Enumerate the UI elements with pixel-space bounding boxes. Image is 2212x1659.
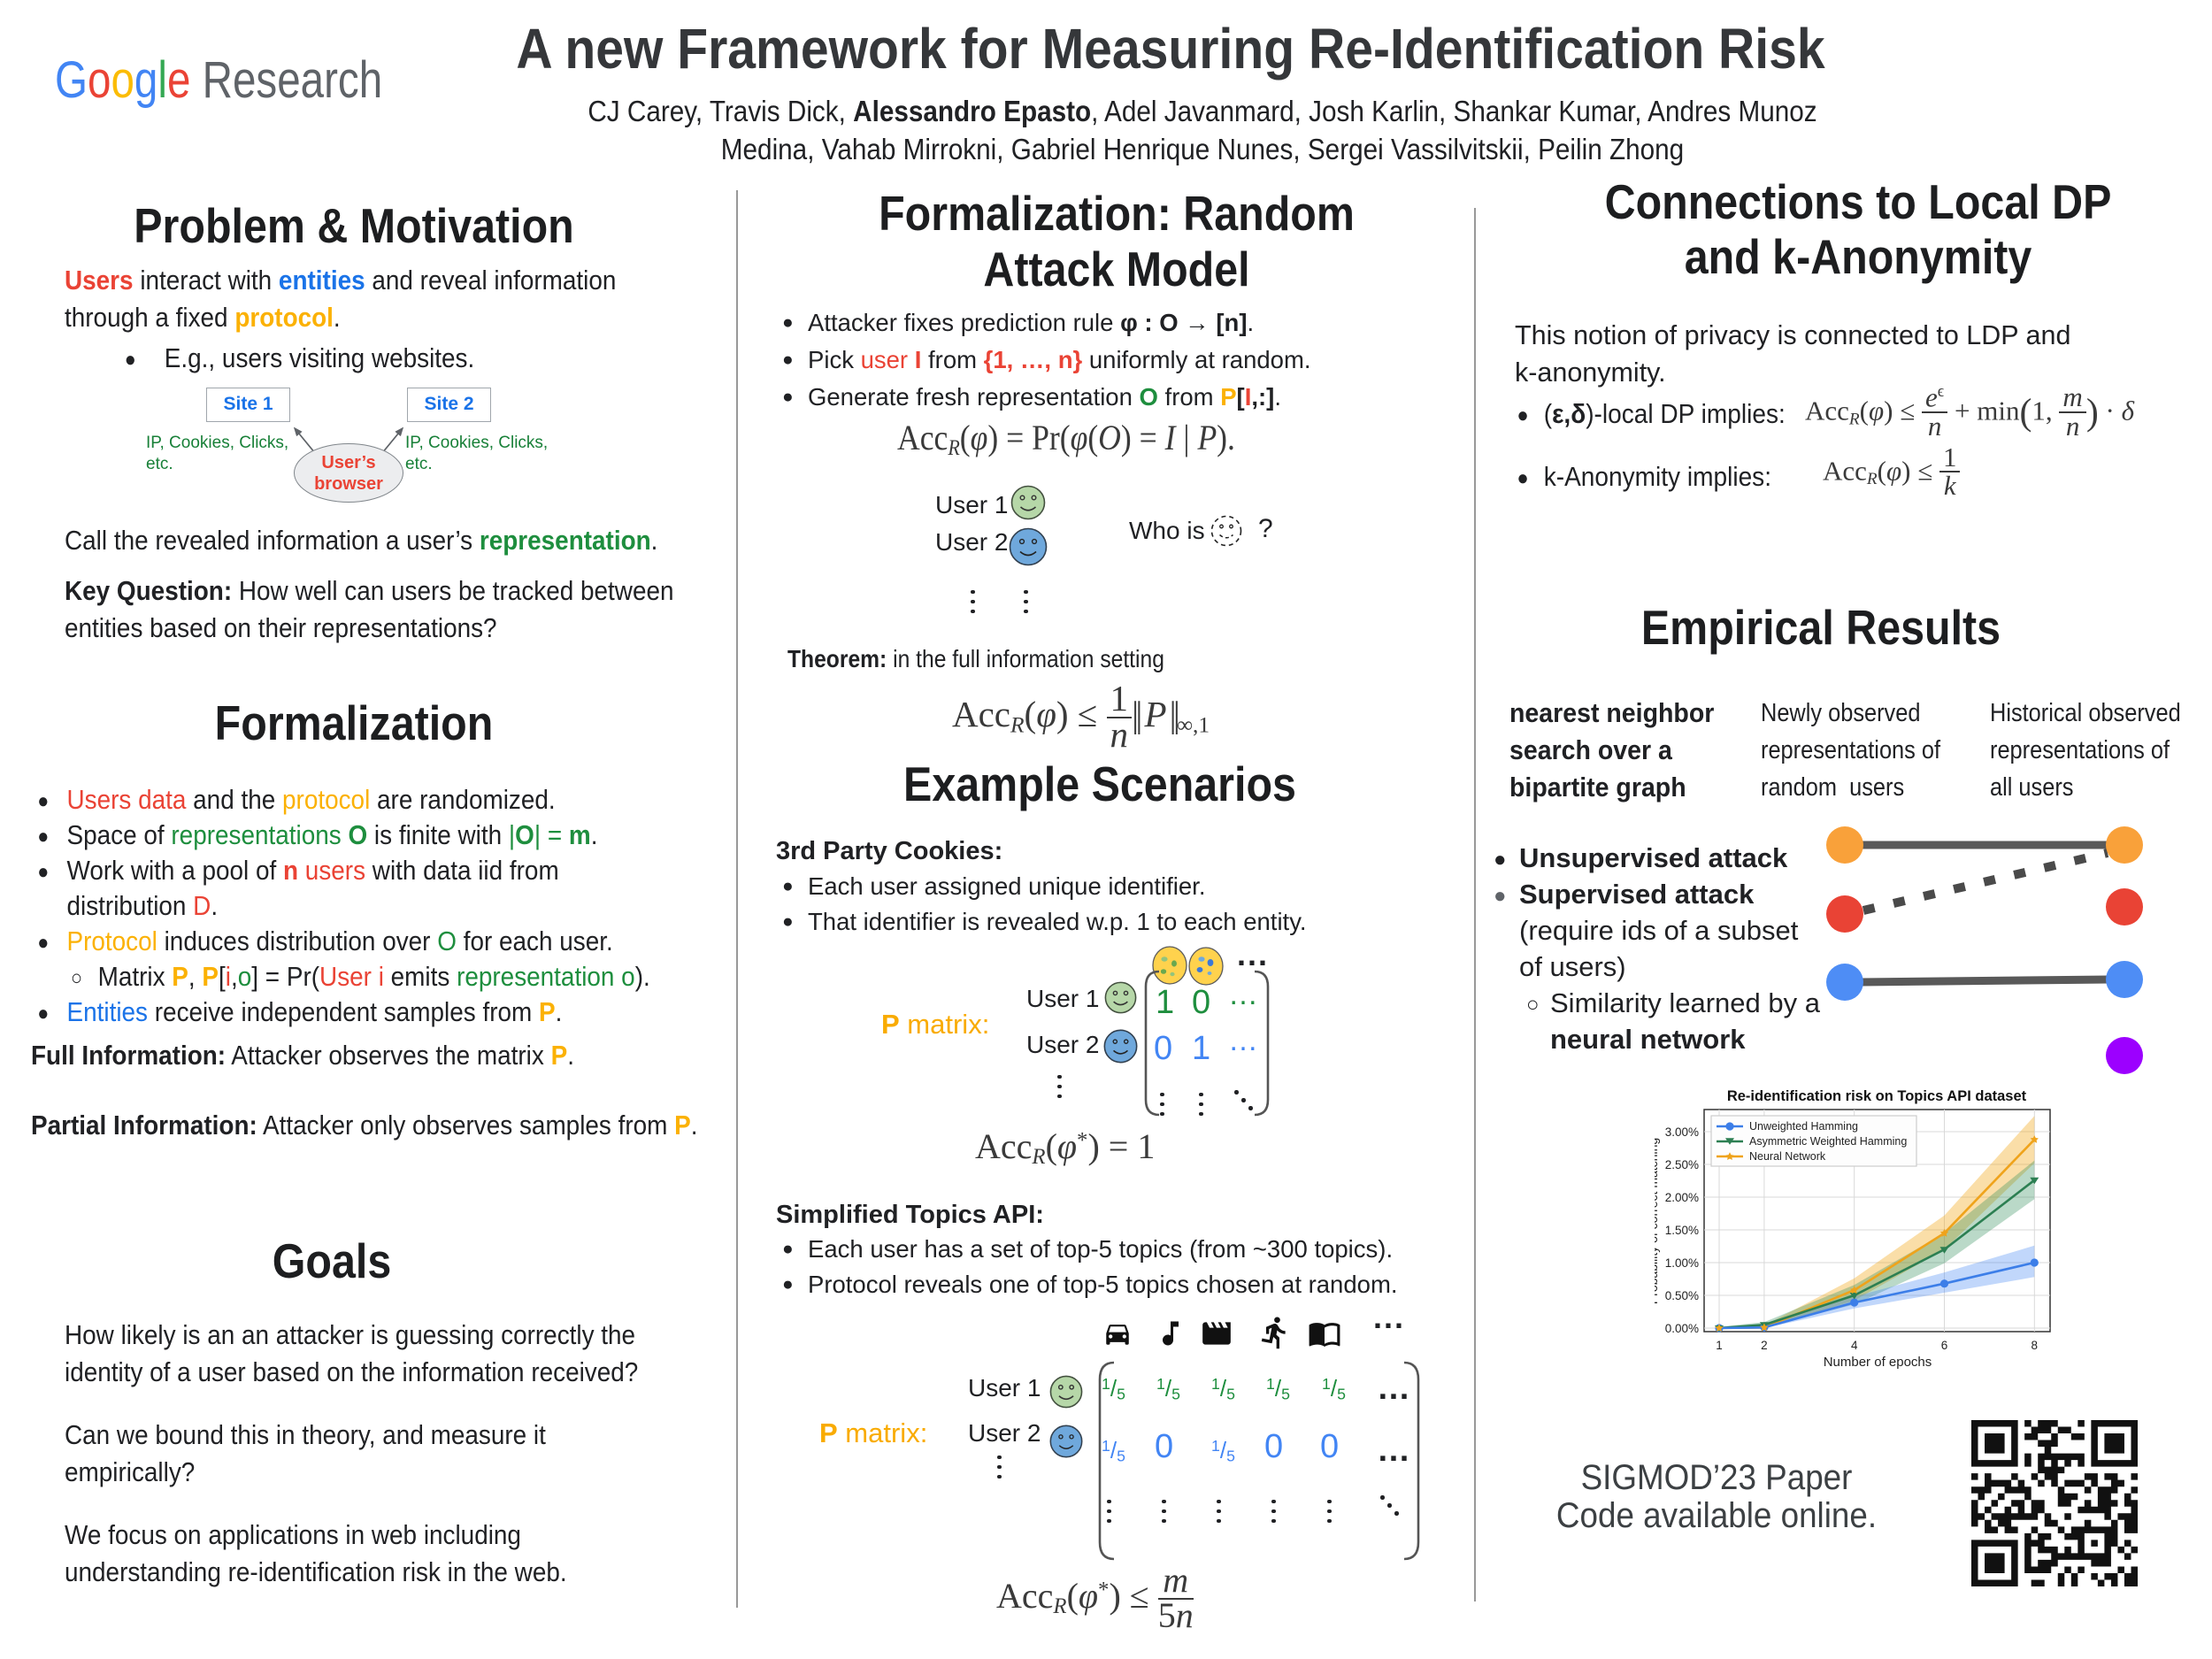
svg-text:Probability of correct matchin: Probability of correct matching <box>1655 1138 1660 1304</box>
svg-text:Re-identification risk on Topi: Re-identification risk on Topics API dat… <box>1727 1088 2027 1104</box>
svg-text:Number of epochs: Number of epochs <box>1824 1355 1932 1370</box>
svg-text:4: 4 <box>1851 1339 1858 1352</box>
svg-text:2: 2 <box>1761 1339 1768 1352</box>
svg-text:1.00%: 1.00% <box>1665 1256 1699 1270</box>
svg-text:Neural Network: Neural Network <box>1749 1150 1826 1163</box>
svg-text:2.00%: 2.00% <box>1665 1191 1699 1204</box>
svg-text:8: 8 <box>2032 1339 2039 1352</box>
svg-text:0.00%: 0.00% <box>1665 1322 1699 1335</box>
svg-text:Unweighted Hamming: Unweighted Hamming <box>1749 1120 1858 1133</box>
svg-text:1.50%: 1.50% <box>1665 1224 1699 1237</box>
svg-text:2.50%: 2.50% <box>1665 1158 1699 1171</box>
svg-text:0.50%: 0.50% <box>1665 1289 1699 1302</box>
svg-text:1: 1 <box>1716 1339 1723 1352</box>
svg-text:Asymmetric Weighted Hamming: Asymmetric Weighted Hamming <box>1749 1135 1907 1148</box>
svg-text:3.00%: 3.00% <box>1665 1125 1699 1139</box>
svg-text:6: 6 <box>1941 1339 1948 1352</box>
